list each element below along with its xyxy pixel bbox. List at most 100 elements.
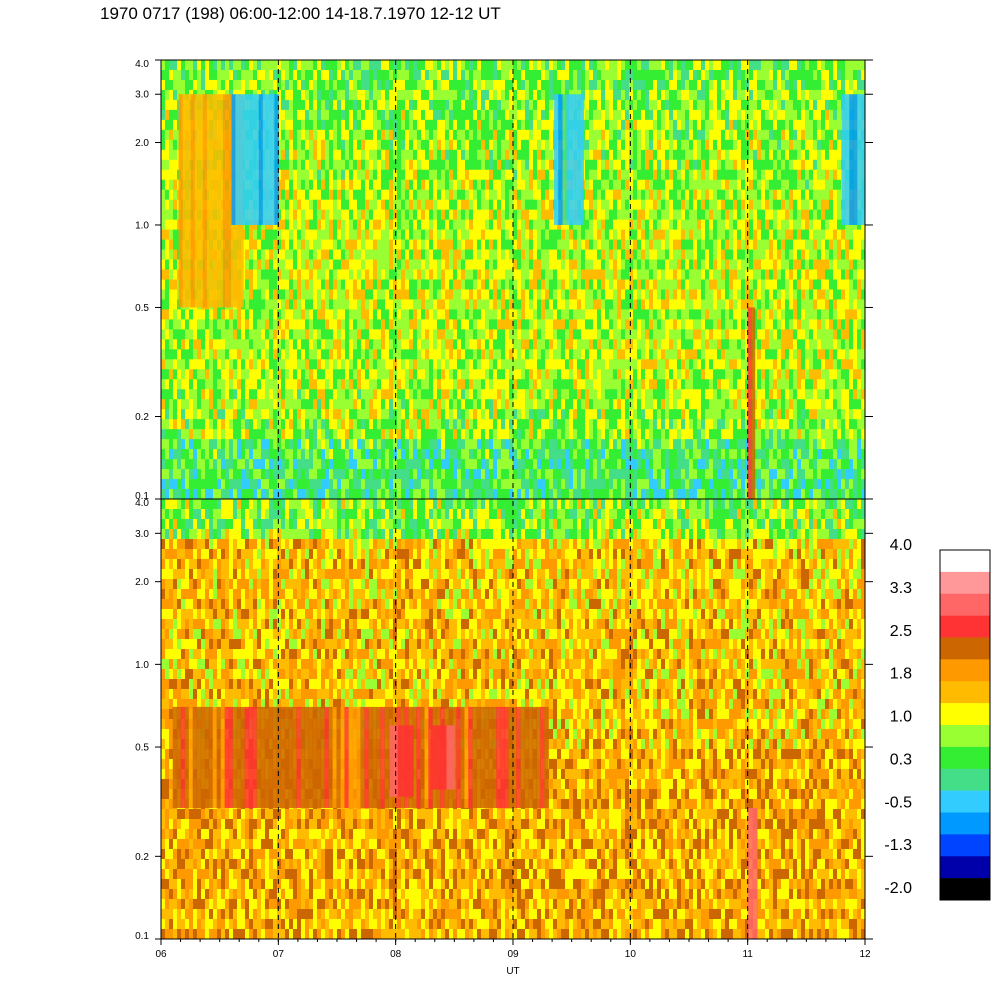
spectrogram-cell — [701, 239, 706, 250]
spectrogram-cell — [417, 139, 422, 151]
spectrogram-cell — [553, 69, 558, 81]
spectrogram-cell — [329, 239, 334, 250]
spectrogram-cell — [205, 69, 210, 81]
spectrogram-cell — [353, 269, 358, 280]
spectrogram-cell — [493, 259, 498, 270]
spectrogram-cell — [721, 329, 726, 340]
spectrogram-cell — [353, 189, 358, 201]
spectrogram-cell — [793, 329, 798, 340]
spectrogram-cell — [509, 329, 514, 340]
spectrogram-cell — [457, 219, 462, 231]
spectrogram-cell — [709, 259, 714, 270]
spectrogram-cell — [753, 259, 758, 270]
spectrogram-cell — [549, 99, 554, 111]
spectrogram-cell — [633, 219, 638, 231]
spectrogram-cell — [361, 249, 366, 260]
spectrogram-cell — [789, 289, 794, 300]
spectrogram-cell — [605, 149, 610, 161]
spectrogram-cell — [713, 279, 718, 290]
spectrogram-cell — [721, 99, 726, 111]
spectrogram-cell — [409, 339, 414, 350]
spectrogram-cell — [809, 169, 814, 181]
spectrogram-cell — [413, 149, 418, 161]
spectrogram-cell — [617, 109, 622, 121]
spectrogram-cell — [265, 239, 270, 250]
spectrogram-cell — [825, 279, 830, 290]
spectrogram-cell — [645, 299, 650, 310]
spectrogram-cell — [409, 189, 414, 201]
spectrogram-cell — [313, 299, 318, 310]
spectrogram-cell — [777, 89, 782, 101]
spectrogram-cell — [833, 209, 838, 221]
spectrogram-cell — [405, 149, 410, 161]
spectrogram-cell — [645, 119, 650, 131]
spectrogram-cell — [161, 109, 166, 121]
spectrogram-cell — [457, 139, 462, 151]
spectrogram-cell — [341, 249, 346, 260]
spectrogram-cell — [721, 259, 726, 270]
spectrogram-cell — [393, 159, 398, 171]
spectrogram-cell — [817, 149, 822, 161]
spectrogram-cell — [841, 309, 846, 320]
spectrogram-cell — [769, 249, 774, 260]
spectrogram-cell — [765, 79, 770, 91]
spectrogram-cell — [725, 229, 730, 240]
spectrogram-cell — [673, 329, 678, 340]
spectrogram-cell — [317, 259, 322, 270]
spectrogram-cell — [537, 319, 542, 330]
spectrogram-cell — [461, 139, 466, 151]
spectrogram-cell — [201, 329, 206, 340]
spectrogram-cell — [681, 129, 686, 141]
spectrogram-cell — [753, 279, 758, 290]
spectrogram-cell — [313, 119, 318, 131]
spectrogram-cell — [345, 289, 350, 300]
spectrogram-cell — [505, 239, 510, 250]
spectrogram-cell — [181, 69, 186, 81]
spectrogram-cell — [645, 79, 650, 91]
spectrogram-cell — [821, 269, 826, 280]
spectrogram-cell — [185, 60, 190, 71]
spectrogram-cell — [389, 169, 394, 181]
spectrogram-cell — [809, 60, 814, 71]
spectrogram-cell — [325, 199, 330, 211]
spectrogram-cell — [677, 309, 682, 320]
spectrogram-cell — [765, 249, 770, 260]
spectrogram-cell — [697, 209, 702, 221]
spectrogram-cell — [617, 219, 622, 231]
spectrogram-cell — [777, 209, 782, 221]
spectrogram-cell — [169, 329, 174, 340]
spectrogram-cell — [281, 159, 286, 171]
spectrogram-cell — [381, 269, 386, 280]
spectrogram-cell — [501, 329, 506, 340]
spectrogram-cell — [429, 169, 434, 181]
spectrogram-cell — [321, 169, 326, 181]
spectrogram-cell — [729, 329, 734, 340]
spectrogram-cell — [537, 229, 542, 240]
spectrogram-cell — [445, 269, 450, 280]
spectrogram-cell — [741, 199, 746, 211]
spectrogram-cell — [489, 60, 494, 71]
spectrogram-cell — [697, 139, 702, 151]
spectrogram-cell — [341, 119, 346, 131]
spectrogram-cell — [321, 89, 326, 101]
spectrogram-cell — [237, 69, 242, 81]
spectrogram-cell — [481, 129, 486, 141]
spectrogram-cell — [373, 329, 378, 340]
spectrogram-cell — [365, 269, 370, 280]
spectrogram-cell — [457, 109, 462, 121]
spectrogram-cell — [485, 259, 490, 270]
spectrogram-cell — [353, 239, 358, 250]
spectrogram-cell — [781, 269, 786, 280]
spectrogram-cell — [469, 289, 474, 300]
spectrogram-cell — [629, 69, 634, 81]
spectrogram-cell — [689, 259, 694, 270]
spectrogram-cell — [489, 69, 494, 81]
spectrogram-cell — [377, 269, 382, 280]
spectrogram-cell — [221, 329, 226, 340]
spectrogram-cell — [173, 179, 178, 191]
spectrogram-cell — [681, 229, 686, 240]
spectrogram-cell — [429, 249, 434, 260]
spectrogram-cell — [261, 299, 266, 310]
spectrogram-cell — [285, 209, 290, 221]
spectrogram-cell — [757, 109, 762, 121]
